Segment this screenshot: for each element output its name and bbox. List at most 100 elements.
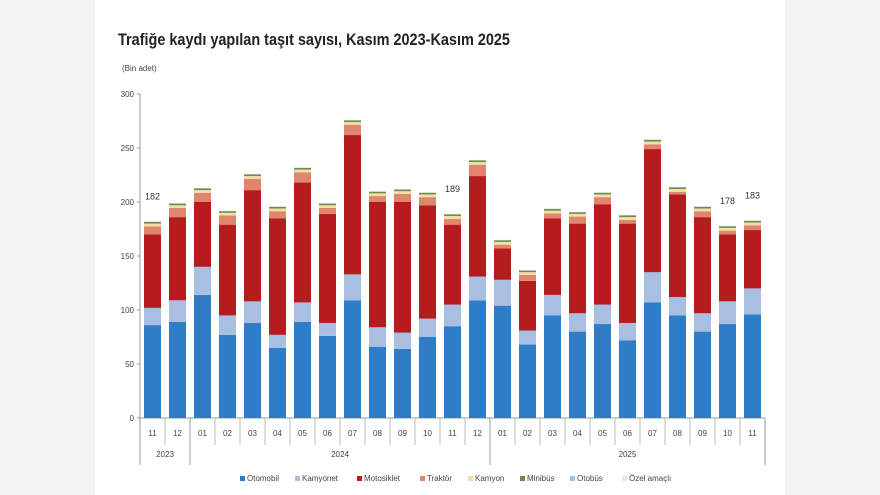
x-tick-label: 06: [323, 429, 332, 438]
bar-segment-otomobil: [219, 334, 236, 418]
bar-segment-minibüs: [469, 160, 486, 163]
bar-segment-motosiklet: [619, 223, 636, 323]
bar-segment-traktör: [219, 215, 236, 225]
bar-segment-otomobil: [744, 314, 761, 418]
bar-segment-kamyonet: [594, 304, 611, 325]
bar-segment-kamyonet: [419, 318, 436, 337]
bar-segment-otomobil: [319, 335, 336, 418]
bar-segment-motosiklet: [269, 218, 286, 335]
legend-swatch: [295, 476, 300, 481]
y-tick-label: 150: [121, 252, 135, 261]
x-tick-label: 09: [698, 429, 707, 438]
bar-segment-otomobil: [144, 325, 161, 418]
bar-segment-motosiklet: [544, 218, 561, 295]
bar-segment-minibüs: [719, 226, 736, 228]
x-tick-label: 04: [273, 429, 282, 438]
bar-segment-traktör: [344, 124, 361, 136]
bar-segment-kamyonet: [194, 266, 211, 295]
bar-segment-minibüs: [594, 192, 611, 195]
bar-segment-traktör: [694, 211, 711, 218]
bar-segment-otomobil: [669, 315, 686, 418]
bar-segment-kamyonet: [294, 302, 311, 322]
bar-segment-otomobil: [344, 300, 361, 418]
x-tick-label: 08: [673, 429, 682, 438]
bar-segment-kamyon: [744, 222, 761, 226]
y-tick-label: 200: [121, 198, 135, 207]
bar-segment-minibüs: [544, 209, 561, 211]
bar-segment-kamyon: [569, 213, 586, 217]
bar-segment-motosiklet: [569, 223, 586, 314]
bar-segment-motosiklet: [144, 234, 161, 308]
bar-segment-kamyonet: [644, 272, 661, 303]
bar-segment-kamyonet: [619, 322, 636, 341]
bar-segment-kamyon: [494, 241, 511, 245]
bar-segment-traktör: [494, 244, 511, 249]
x-tick-label: 03: [248, 429, 257, 438]
bar-segment-motosiklet: [194, 202, 211, 267]
bar-segment-motosiklet: [469, 176, 486, 277]
bar-segment-kamyonet: [494, 279, 511, 306]
x-tick-label: 03: [548, 429, 557, 438]
bar-segment-kamyonet: [569, 313, 586, 332]
bar-segment-traktör: [444, 218, 461, 225]
bar-segment-kamyonet: [144, 307, 161, 326]
bar-segment-traktör: [419, 197, 436, 206]
bar-segment-kamyon: [269, 208, 286, 212]
bar-segment-motosiklet: [219, 224, 236, 316]
bar-segment-minibüs: [169, 203, 186, 206]
bar-segment-otomobil: [519, 344, 536, 418]
year-label: 2023: [156, 450, 174, 459]
bar-segment-minibüs: [619, 215, 636, 218]
x-tick-label: 08: [373, 429, 382, 438]
bar-segment-traktör: [669, 191, 686, 195]
bar-segment-otomobil: [719, 324, 736, 418]
bar-segment-motosiklet: [694, 217, 711, 314]
bar-segment-kamyon: [344, 122, 361, 125]
x-tick-label: 02: [223, 429, 232, 438]
bar-segment-kamyon: [469, 162, 486, 165]
bar-segment-kamyon: [169, 205, 186, 208]
legend-swatch: [570, 476, 575, 481]
x-tick-label: 05: [298, 429, 307, 438]
legend-label: Motosiklet: [364, 474, 401, 483]
bar-segment-minibüs: [144, 221, 161, 224]
bar-segment-motosiklet: [719, 234, 736, 302]
bar-segment-motosiklet: [644, 149, 661, 273]
bar-segment-traktör: [619, 219, 636, 224]
bar-segment-kamyon: [619, 217, 636, 220]
bar-segment-otomobil: [169, 321, 186, 418]
bar-segment-motosiklet: [594, 204, 611, 305]
bar-segment-traktör: [369, 196, 386, 202]
bar-segment-minibüs: [419, 192, 436, 195]
bar-segment-kamyon: [519, 272, 536, 275]
x-tick-label: 01: [498, 429, 507, 438]
x-tick-label: 12: [473, 429, 482, 438]
bar-segment-kamyon: [394, 191, 411, 194]
bar-segment-minibüs: [269, 206, 286, 209]
x-tick-label: 12: [173, 429, 182, 438]
bar-segment-kamyon: [294, 169, 311, 173]
bar-segment-traktör: [569, 216, 586, 224]
bar-segment-traktör: [169, 207, 186, 218]
bar-segment-motosiklet: [394, 202, 411, 333]
legend-swatch: [622, 476, 627, 481]
legend-label: Kamyonet: [302, 474, 339, 483]
bar-segment-minibüs: [694, 206, 711, 209]
bar-segment-kamyon: [669, 189, 686, 192]
legend-swatch: [420, 476, 425, 481]
bar-segment-minibüs: [669, 187, 686, 190]
bar-segment-kamyon: [694, 208, 711, 212]
legend-label: Otobüs: [577, 474, 603, 483]
bar-segment-traktör: [294, 172, 311, 183]
bar-segment-kamyonet: [694, 313, 711, 332]
bar-segment-motosiklet: [419, 205, 436, 319]
bar-segment-kamyon: [719, 227, 736, 231]
bar-segment-traktör: [644, 144, 661, 150]
bar-segment-otomobil: [194, 294, 211, 418]
bar-segment-motosiklet: [519, 280, 536, 331]
bar-segment-traktör: [519, 274, 536, 281]
data-label: 189: [445, 184, 460, 194]
bar-segment-minibüs: [569, 212, 586, 214]
x-tick-label: 02: [523, 429, 532, 438]
bar-segment-motosiklet: [744, 230, 761, 289]
